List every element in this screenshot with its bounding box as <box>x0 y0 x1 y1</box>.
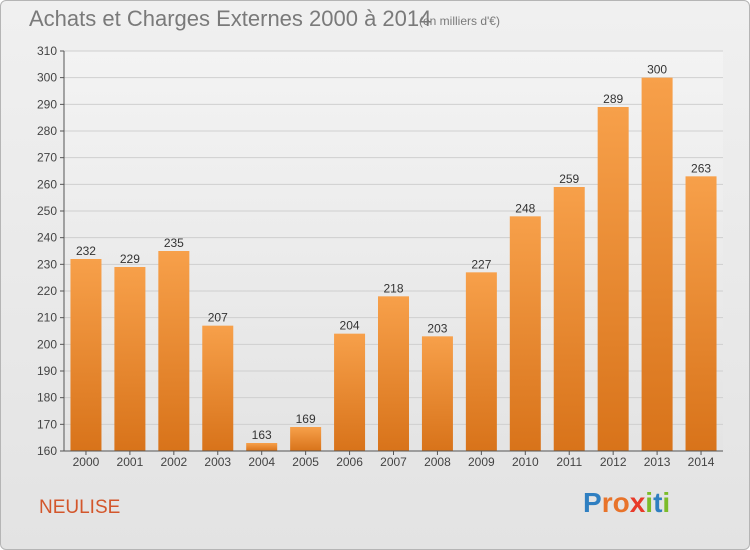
y-tick-label: 210 <box>37 311 57 325</box>
x-tick-label: 2009 <box>468 455 495 469</box>
y-tick-label: 280 <box>37 124 57 138</box>
y-tick-label: 220 <box>37 284 57 298</box>
y-tick-label: 160 <box>37 444 57 458</box>
bar-value-label: 207 <box>208 311 228 325</box>
bar-value-label: 259 <box>559 172 579 186</box>
logo-letter: t <box>653 487 663 518</box>
y-tick-label: 180 <box>37 391 57 405</box>
bar-2012 <box>597 107 629 451</box>
bar-value-label: 300 <box>647 63 667 77</box>
bar-value-label: 235 <box>164 236 184 250</box>
logo-letter: o <box>612 487 630 518</box>
bar-2001 <box>114 267 146 451</box>
x-tick-label: 2001 <box>117 455 144 469</box>
bar-value-label: 229 <box>120 252 140 266</box>
axes: 160 170 180 190 200 210 220 230 240 250 260 270 280 2… <box>37 44 723 469</box>
bar-2002 <box>158 251 190 451</box>
bar-value-label: 163 <box>252 428 272 442</box>
y-tick-label: 300 <box>37 71 57 85</box>
chart-subtitle: (en milliers d'€) <box>419 14 500 28</box>
x-tick-label: 2002 <box>160 455 187 469</box>
place-name: NEULISE <box>39 497 121 518</box>
bar-2005 <box>290 427 322 451</box>
chart-title: Achats et Charges Externes 2000 à 2014 <box>29 6 432 31</box>
x-tick-label: 2014 <box>688 455 715 469</box>
y-tick-label: 170 <box>37 417 57 431</box>
bar-2011 <box>553 187 585 451</box>
bar-2008 <box>421 336 453 451</box>
bar-2007 <box>378 296 409 451</box>
bar-value-label: 248 <box>515 201 535 215</box>
logo-letter: x <box>629 487 646 518</box>
y-tick-label: 290 <box>37 97 57 111</box>
y-tick-label: 190 <box>37 364 57 378</box>
x-tick-label: 2011 <box>556 455 582 469</box>
bar-value-label: 289 <box>603 92 623 106</box>
x-tick-label: 2003 <box>204 455 231 469</box>
bar-value-label: 203 <box>427 321 447 335</box>
x-tick-label: 2005 <box>292 455 319 469</box>
logo-letter: i <box>662 487 671 518</box>
bar-2010 <box>509 216 541 451</box>
x-tick-label: 2008 <box>424 455 451 469</box>
bar-2004 <box>246 443 278 451</box>
bar-value-label: 204 <box>340 319 360 333</box>
bar-2013 <box>641 77 673 452</box>
bar-2009 <box>465 272 497 451</box>
bar-value-label: 232 <box>76 244 96 258</box>
y-tick-label: 240 <box>37 231 57 245</box>
y-tick-label: 200 <box>37 337 57 351</box>
logo-letter: r <box>601 487 613 518</box>
x-tick-label: 2010 <box>512 455 539 469</box>
y-tick-label: 250 <box>37 204 57 218</box>
y-tick-label: 230 <box>37 257 57 271</box>
bar-value-label: 218 <box>383 281 403 295</box>
x-tick-label: 2004 <box>248 455 275 469</box>
bar-value-label: 169 <box>296 412 316 426</box>
x-tick-label: 2000 <box>73 455 100 469</box>
x-tick-label: 2006 <box>336 455 363 469</box>
bar-2014 <box>685 176 717 452</box>
bar-value-label: 227 <box>471 257 491 271</box>
proxiti-logo[interactable]: Proxiti <box>583 487 670 519</box>
x-tick-label: 2012 <box>600 455 627 469</box>
bar-2000 <box>70 259 102 451</box>
logo-letter: i <box>645 487 654 518</box>
bar-chart: 232 229 235 207 163 169 204 218 203 227 248 259 289 3… <box>37 44 723 469</box>
y-tick-label: 270 <box>37 151 57 165</box>
bar-value-label: 263 <box>691 161 711 175</box>
y-tick-label: 310 <box>37 44 57 58</box>
bar-2003 <box>202 325 234 451</box>
x-tick-label: 2013 <box>644 455 671 469</box>
logo-letter: P <box>583 487 602 518</box>
x-tick-label: 2007 <box>380 455 407 469</box>
bars: 232 229 235 207 163 169 204 218 203 227 248 259 289 3… <box>70 63 717 452</box>
bar-2006 <box>334 333 366 451</box>
y-tick-label: 260 <box>37 177 57 191</box>
